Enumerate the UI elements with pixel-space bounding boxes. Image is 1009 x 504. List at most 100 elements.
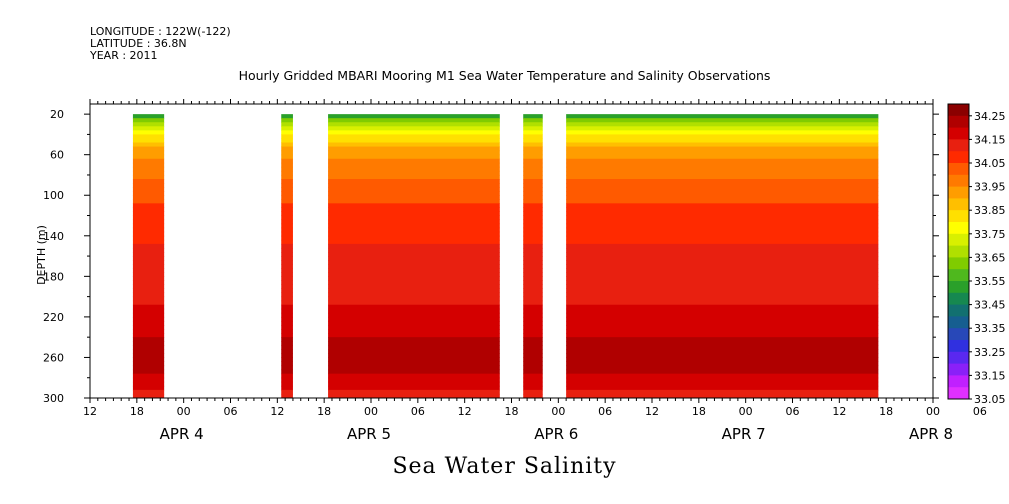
salinity-cell (132, 284, 165, 290)
y-tick-label: 100 (43, 189, 64, 202)
salinity-cell (566, 195, 879, 200)
salinity-cell (566, 377, 879, 383)
salinity-cell (566, 134, 879, 139)
salinity-cell (566, 166, 879, 172)
salinity-cell (328, 312, 500, 318)
longitude-label: LONGITUDE : 122W(-122) (90, 25, 231, 38)
salinity-cell (132, 118, 165, 123)
salinity-cell (566, 219, 879, 225)
salinity-cell (132, 179, 165, 184)
salinity-cell (328, 333, 500, 338)
salinity-cell (132, 215, 165, 221)
salinity-cell (566, 118, 879, 123)
salinity-cell (523, 203, 543, 208)
salinity-cell (523, 377, 543, 383)
colorbar-swatch (948, 281, 969, 294)
salinity-cell (523, 308, 543, 314)
salinity-cell (523, 118, 543, 123)
colorbar-swatch (948, 387, 969, 400)
salinity-cell (281, 329, 293, 334)
salinity-cell (281, 268, 293, 273)
salinity-cell (281, 130, 293, 135)
x-tick-label: 06 (224, 405, 238, 418)
salinity-cell (328, 304, 500, 310)
salinity-cell (328, 381, 500, 387)
salinity-cell (523, 316, 543, 322)
salinity-cell (328, 239, 500, 245)
salinity-cell (281, 174, 293, 180)
salinity-cell (328, 284, 500, 290)
salinity-cell (281, 235, 293, 241)
salinity-cell (523, 333, 543, 338)
salinity-cell (132, 276, 165, 281)
x-tick-label: 12 (832, 405, 846, 418)
salinity-cell (328, 158, 500, 164)
salinity-cell (523, 199, 543, 204)
salinity-cell (523, 142, 543, 148)
salinity-cell (132, 389, 165, 395)
salinity-cell (281, 243, 293, 249)
salinity-cell (328, 264, 500, 269)
salinity-cell (566, 260, 879, 265)
salinity-cell (566, 296, 879, 302)
salinity-cell (281, 361, 293, 367)
salinity-cell (566, 353, 879, 358)
salinity-cell (566, 385, 879, 391)
salinity-cell (566, 393, 879, 399)
salinity-cell (328, 130, 500, 135)
salinity-cell (523, 122, 543, 127)
salinity-cell (281, 276, 293, 281)
salinity-cell (523, 369, 543, 375)
salinity-cell (132, 373, 165, 379)
salinity-cell (523, 114, 543, 119)
salinity-cell (523, 211, 543, 217)
salinity-cell (132, 231, 165, 237)
salinity-cell (566, 199, 879, 204)
salinity-cell (523, 227, 543, 233)
salinity-cell (328, 320, 500, 326)
x-tick-label: 12 (83, 405, 97, 418)
salinity-cell (132, 195, 165, 200)
salinity-cell (523, 150, 543, 156)
salinity-cell (328, 219, 500, 225)
salinity-cell (566, 320, 879, 326)
salinity-cell (281, 369, 293, 375)
salinity-cell (281, 207, 293, 212)
salinity-cell (566, 365, 879, 371)
salinity-cell (328, 345, 500, 350)
salinity-cell (328, 325, 500, 330)
salinity-cell (132, 239, 165, 245)
salinity-cell (523, 325, 543, 330)
salinity-cell (132, 312, 165, 318)
salinity-cell (132, 122, 165, 127)
x-tick-label: 18 (505, 405, 519, 418)
salinity-cell (281, 308, 293, 314)
salinity-cell (566, 361, 879, 367)
salinity-cell (328, 276, 500, 281)
salinity-cell (281, 337, 293, 342)
salinity-cell (328, 187, 500, 192)
salinity-cell (281, 325, 293, 330)
colorbar-swatch (948, 340, 969, 353)
salinity-cell (566, 154, 879, 160)
salinity-cell (523, 276, 543, 281)
salinity-cell (281, 150, 293, 156)
salinity-cell (281, 381, 293, 387)
salinity-cell (566, 179, 879, 184)
salinity-cell (328, 292, 500, 298)
salinity-cell (566, 243, 879, 249)
salinity-cell (328, 252, 500, 257)
salinity-cell (328, 179, 500, 184)
salinity-cell (328, 166, 500, 172)
colorbar-swatch (948, 174, 969, 187)
salinity-cell (566, 158, 879, 164)
salinity-cell (281, 252, 293, 257)
salinity-cell (566, 239, 879, 245)
salinity-cell (523, 247, 543, 253)
salinity-cell (328, 341, 500, 346)
colorbar-swatch (948, 186, 969, 199)
colorbar-swatch (948, 351, 969, 364)
colorbar-swatch (948, 245, 969, 258)
salinity-cell (281, 357, 293, 363)
